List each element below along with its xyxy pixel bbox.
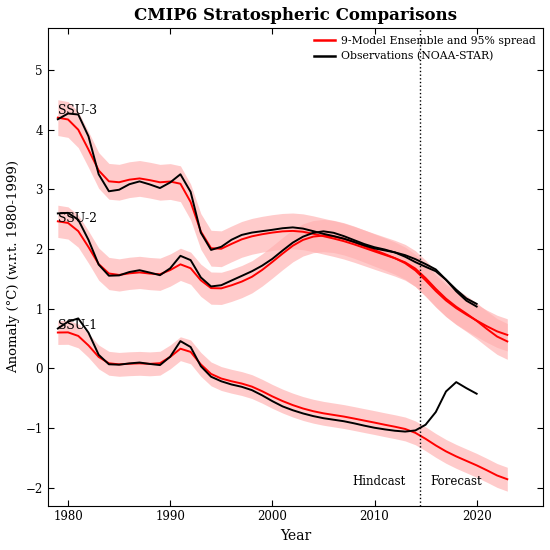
Legend: 9-Model Ensemble and 95% spread, Observations (NOAA-STAR): 9-Model Ensemble and 95% spread, Observa…: [309, 31, 540, 66]
Y-axis label: Anomaly (°C) (w.r.t. 1980-1999): Anomaly (°C) (w.r.t. 1980-1999): [7, 161, 20, 373]
X-axis label: Year: Year: [280, 529, 311, 543]
Text: SSU-3: SSU-3: [58, 104, 97, 117]
Text: SSU-1: SSU-1: [58, 319, 97, 332]
Text: Hindcast: Hindcast: [352, 475, 405, 488]
Text: Forecast: Forecast: [431, 475, 482, 488]
Text: SSU-2: SSU-2: [58, 212, 97, 224]
Title: CMIP6 Stratospheric Comparisons: CMIP6 Stratospheric Comparisons: [134, 7, 457, 24]
